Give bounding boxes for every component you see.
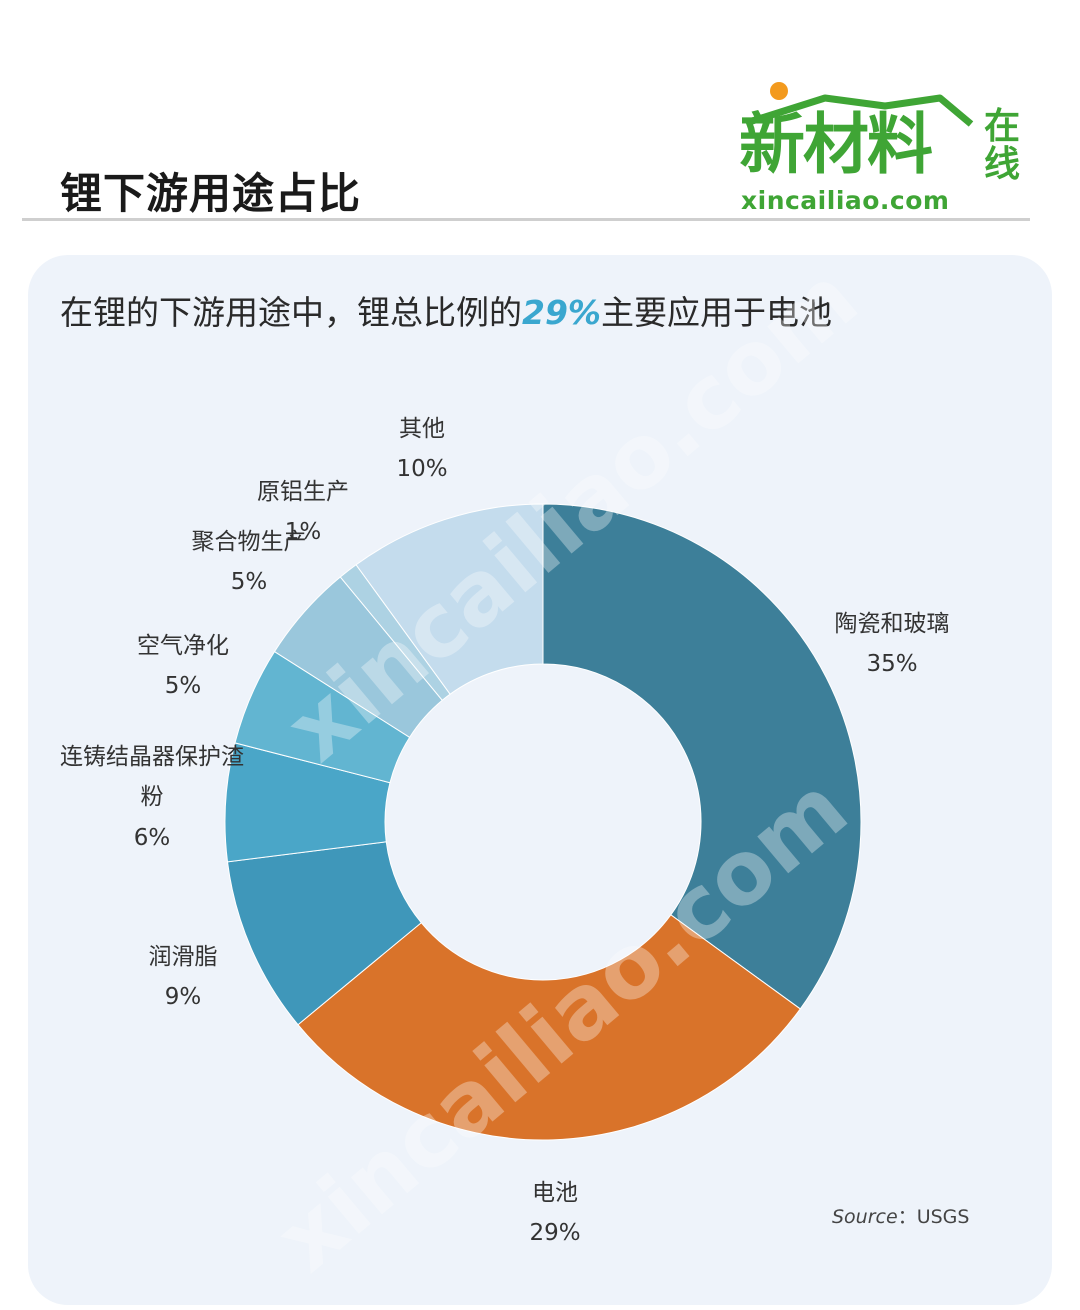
segment-percent: 6%	[133, 824, 171, 851]
segment-percent: 29%	[529, 1220, 581, 1247]
source-value: USGS	[916, 1206, 970, 1228]
segment-percent: 9%	[164, 984, 202, 1011]
donut-slice	[542, 503, 862, 1010]
segment-name: 电池	[532, 1180, 578, 1206]
logo: 新材料 在线 xincailiao.com	[735, 78, 1035, 218]
segment-label: 聚合物生产 5%	[192, 522, 307, 603]
logo-wordmark: 新材料	[739, 106, 933, 183]
segment-name: 原铝生产	[257, 479, 349, 505]
segment-label: 空气净化 5%	[137, 626, 229, 707]
segment-name: 润滑脂	[148, 944, 218, 970]
donut-slice	[297, 914, 801, 1141]
house-roof-icon	[747, 82, 974, 127]
segment-label: 陶瓷和玻璃 35%	[835, 604, 950, 685]
title-divider	[22, 218, 1030, 221]
segment-name: 聚合物生产	[191, 529, 307, 555]
subtitle-suffix: 主要应用于电池	[601, 293, 832, 332]
subtitle-prefix: 在锂的下游用途中，锂总比例的	[60, 293, 522, 332]
segment-label: 润滑脂 9%	[149, 937, 218, 1018]
segment-percent: 5%	[164, 673, 202, 700]
segment-percent: 35%	[866, 651, 918, 678]
segment-label: 电池 29%	[529, 1173, 580, 1254]
segment-percent: 5%	[230, 569, 268, 596]
segment-name: 连铸结晶器保护渣粉	[60, 744, 244, 811]
segment-name: 空气净化	[137, 633, 229, 659]
source-separator: ：	[897, 1206, 917, 1228]
donut-slice	[355, 503, 544, 695]
logo-side-text: 在线	[983, 106, 1020, 185]
segment-percent: 10%	[396, 456, 448, 483]
subtitle-highlight: 29%	[522, 293, 601, 332]
segment-name: 陶瓷和玻璃	[834, 611, 950, 637]
logo-url: xincailiao.com	[741, 186, 950, 215]
segment-label: 其他 10%	[396, 409, 447, 490]
chart-subtitle: 在锂的下游用途中，锂总比例的29%主要应用于电池	[60, 286, 832, 334]
segment-percent: 1%	[284, 519, 322, 546]
segment-label: 原铝生产 1%	[257, 472, 349, 553]
page-title: 锂下游用途占比	[60, 169, 362, 218]
source-note: Source：USGS	[832, 1202, 969, 1229]
segment-label: 连铸结晶器保护渣粉 6%	[52, 737, 252, 858]
segment-name: 其他	[399, 416, 445, 442]
source-label: Source	[832, 1206, 898, 1228]
